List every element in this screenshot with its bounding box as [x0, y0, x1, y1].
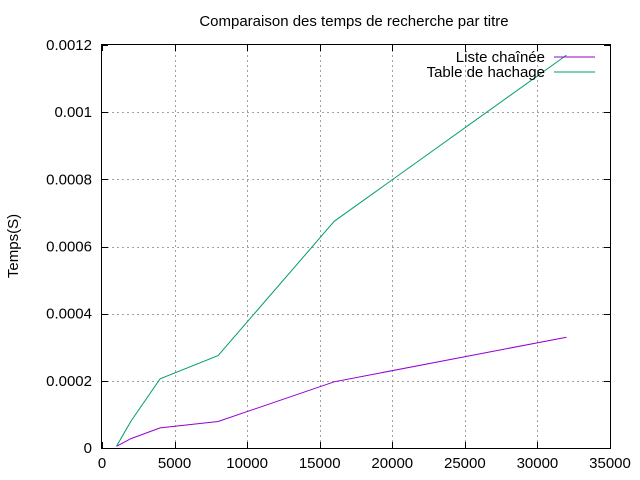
- y-axis-title: Temps(S): [5, 214, 22, 278]
- x-tick-label: 35000: [589, 455, 631, 472]
- x-tick-labels: 0 5000 10000 15000 20000 25000 30000 35000: [98, 455, 631, 472]
- plot-frame: [101, 44, 611, 449]
- series-lines: [116, 54, 567, 447]
- y-tick-labels: 0 0.0002 0.0004 0.0006 0.0008 0.001 0.0012: [46, 37, 92, 457]
- x-tick-label: 15000: [299, 455, 341, 472]
- y-tick-label: 0: [84, 440, 92, 457]
- x-tick-label: 20000: [371, 455, 413, 472]
- y-tick-label: 0.001: [54, 104, 92, 121]
- y-tick-label: 0.0002: [46, 373, 92, 390]
- series-line-1: [116, 54, 567, 447]
- x-tick-label: 25000: [444, 455, 486, 472]
- chart-title: Comparaison des temps de recherche par t…: [199, 13, 508, 30]
- x-tick-label: 10000: [226, 455, 268, 472]
- grid: [102, 45, 610, 448]
- y-tick-label: 0.0004: [46, 306, 92, 323]
- legend-label: Table de hachage: [427, 64, 545, 81]
- series-line-0: [116, 336, 567, 447]
- x-tick-label: 30000: [517, 455, 559, 472]
- y-tick-label: 0.0006: [46, 239, 92, 256]
- y-tick-label: 0.0012: [46, 37, 92, 54]
- x-tick-label: 5000: [158, 455, 191, 472]
- x-tick-label: 0: [98, 455, 106, 472]
- y-tick-label: 0.0008: [46, 171, 92, 188]
- legend-label: Liste chaînée: [456, 49, 545, 66]
- axis-ticks: [102, 45, 611, 449]
